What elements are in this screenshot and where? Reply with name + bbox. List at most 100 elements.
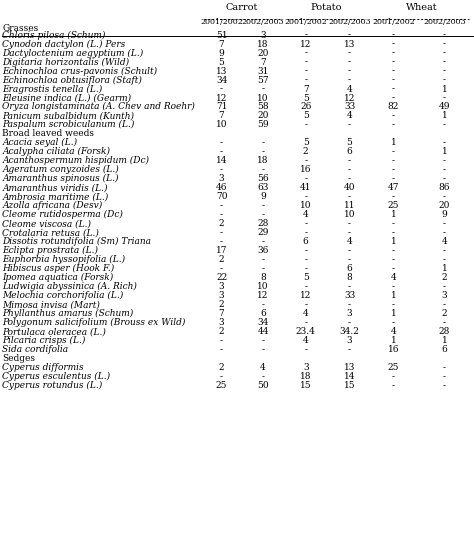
Text: -: - [443, 300, 446, 309]
Text: -: - [220, 345, 223, 354]
Text: Dactyloctenium aegyptium (L.): Dactyloctenium aegyptium (L.) [2, 49, 144, 58]
Text: 47: 47 [388, 184, 399, 193]
Text: 2: 2 [219, 363, 224, 372]
Text: -: - [443, 318, 446, 327]
Text: -: - [304, 228, 307, 238]
Text: -: - [220, 139, 223, 148]
Text: -: - [348, 75, 351, 85]
Text: -: - [443, 30, 446, 40]
Text: -: - [220, 228, 223, 238]
Text: 25: 25 [216, 381, 228, 390]
Text: Cyperus rotundus (L.): Cyperus rotundus (L.) [2, 381, 102, 390]
Text: Eclipta prostrata (L.): Eclipta prostrata (L.) [2, 246, 99, 255]
Text: 14: 14 [216, 156, 228, 165]
Text: Sida cordifolia: Sida cordifolia [2, 345, 69, 354]
Text: 13: 13 [344, 40, 355, 49]
Text: 4: 4 [346, 111, 353, 120]
Text: -: - [392, 300, 395, 309]
Text: -: - [348, 318, 351, 327]
Text: 1: 1 [391, 336, 396, 345]
Text: 1: 1 [391, 238, 396, 246]
Text: 34: 34 [216, 75, 227, 85]
Text: 10: 10 [216, 120, 228, 129]
Text: 4: 4 [391, 273, 396, 282]
Text: 86: 86 [438, 184, 450, 193]
Text: -: - [392, 318, 395, 327]
Text: Eragrostis tenella (L.): Eragrostis tenella (L.) [2, 85, 102, 94]
Text: -: - [392, 30, 395, 40]
Text: -: - [392, 75, 395, 85]
Text: -: - [443, 246, 446, 255]
Text: -: - [220, 85, 223, 94]
Text: Paspalum scrobiculanum (L.): Paspalum scrobiculanum (L.) [2, 120, 135, 129]
Text: 1: 1 [391, 291, 396, 300]
Text: 7: 7 [219, 111, 225, 120]
Text: 56: 56 [257, 174, 269, 184]
Text: -: - [262, 300, 264, 309]
Text: 1: 1 [441, 148, 447, 156]
Text: 28: 28 [439, 327, 450, 336]
Text: 70: 70 [216, 193, 228, 201]
Text: -: - [262, 148, 264, 156]
Text: 2002/2003: 2002/2003 [423, 18, 465, 26]
Text: -: - [220, 372, 223, 381]
Text: -: - [348, 300, 351, 309]
Text: 15: 15 [300, 381, 311, 390]
Text: -: - [262, 201, 264, 210]
Text: -: - [348, 228, 351, 238]
Text: -: - [443, 94, 446, 103]
Text: 6: 6 [441, 345, 447, 354]
Text: 2002/2003: 2002/2003 [242, 18, 284, 26]
Text: Panicum subalbidum (Kunth): Panicum subalbidum (Kunth) [2, 111, 134, 120]
Text: -: - [262, 264, 264, 273]
Text: 46: 46 [216, 184, 228, 193]
Text: 2: 2 [442, 273, 447, 282]
Text: 5: 5 [303, 111, 309, 120]
Text: -: - [392, 156, 395, 165]
Text: Ambrosia maritime (L.): Ambrosia maritime (L.) [2, 193, 109, 201]
Text: -: - [443, 193, 446, 201]
Text: -: - [392, 228, 395, 238]
Text: 10: 10 [257, 282, 269, 291]
Text: 2002/2003: 2002/2003 [328, 18, 371, 26]
Text: 1: 1 [441, 336, 447, 345]
Text: Phyllanthus amarus (Schum): Phyllanthus amarus (Schum) [2, 309, 134, 318]
Text: -: - [443, 40, 446, 49]
Text: -: - [348, 246, 351, 255]
Text: 6: 6 [303, 238, 309, 246]
Text: 2: 2 [219, 219, 224, 228]
Text: 4: 4 [303, 309, 309, 318]
Text: Eleusine indica (L.) (Gearm): Eleusine indica (L.) (Gearm) [2, 94, 131, 103]
Text: Echinochloa obtusiflora (Staft): Echinochloa obtusiflora (Staft) [2, 75, 142, 85]
Text: -: - [220, 201, 223, 210]
Text: 2: 2 [303, 148, 309, 156]
Text: -: - [443, 219, 446, 228]
Text: 18: 18 [257, 40, 269, 49]
Text: 2: 2 [219, 300, 224, 309]
Text: Cleome viscosa (L.): Cleome viscosa (L.) [2, 219, 91, 228]
Text: 33: 33 [344, 291, 355, 300]
Text: -: - [348, 58, 351, 66]
Text: 1: 1 [391, 139, 396, 148]
Text: 34.2: 34.2 [340, 327, 359, 336]
Text: -: - [304, 120, 307, 129]
Text: -: - [443, 228, 446, 238]
Text: -: - [348, 193, 351, 201]
Text: Potato: Potato [310, 3, 342, 12]
Text: 9: 9 [219, 49, 225, 58]
Text: 44: 44 [257, 327, 269, 336]
Text: 13: 13 [344, 363, 355, 372]
Text: -: - [262, 372, 264, 381]
Text: -: - [443, 165, 446, 174]
Text: -: - [392, 165, 395, 174]
Text: -: - [262, 165, 264, 174]
Text: Cynodon dactylon (L.) Pers: Cynodon dactylon (L.) Pers [2, 40, 126, 49]
Text: 31: 31 [257, 66, 269, 75]
Text: Cleome rutidosperma (Dc): Cleome rutidosperma (Dc) [2, 210, 123, 219]
Text: 12: 12 [344, 94, 355, 103]
Text: -: - [348, 345, 351, 354]
Text: -: - [262, 336, 264, 345]
Text: 3: 3 [219, 174, 224, 184]
Text: -: - [220, 148, 223, 156]
Text: Ludwigia abyssinica (A. Rich): Ludwigia abyssinica (A. Rich) [2, 282, 137, 291]
